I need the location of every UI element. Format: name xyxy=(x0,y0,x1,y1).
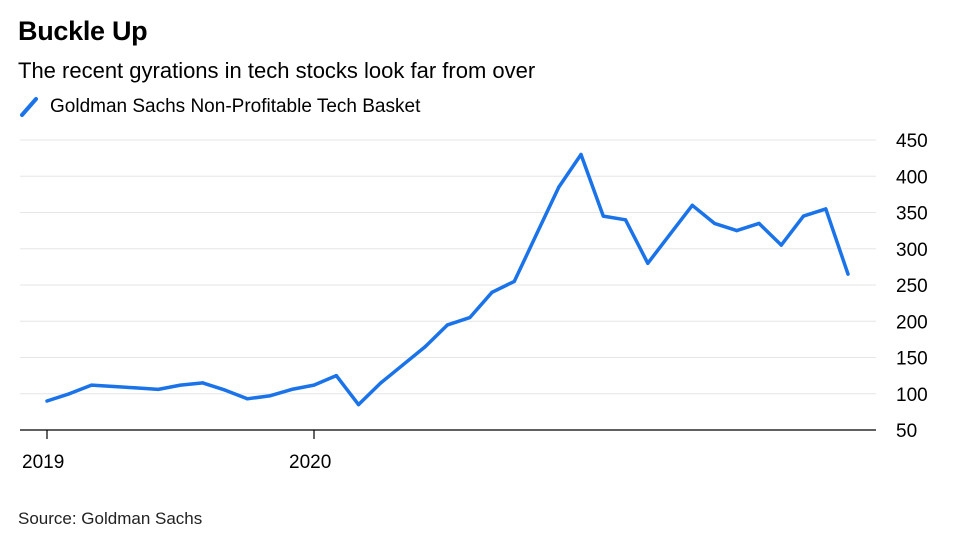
data-point xyxy=(356,403,361,407)
y-tick-label: 350 xyxy=(896,204,928,225)
data-point xyxy=(245,397,249,401)
y-tick-label: 150 xyxy=(896,349,928,370)
legend-swatch xyxy=(20,97,38,117)
data-point xyxy=(468,316,472,320)
series-line xyxy=(45,152,850,407)
data-point xyxy=(89,383,94,387)
y-tick-label: 250 xyxy=(896,276,928,297)
data-point xyxy=(601,214,605,218)
data-point xyxy=(846,272,850,276)
y-tick-label: 100 xyxy=(896,385,928,406)
data-point xyxy=(712,221,717,225)
data-point xyxy=(290,387,294,391)
data-point xyxy=(445,323,450,327)
data-point xyxy=(334,374,338,378)
data-point xyxy=(646,261,650,265)
data-point xyxy=(779,243,783,247)
chart-subtitle: The recent gyrations in tech stocks look… xyxy=(18,58,536,83)
y-tick-label: 400 xyxy=(896,167,928,188)
data-point xyxy=(512,279,516,283)
data-point xyxy=(690,203,694,207)
data-point xyxy=(156,387,160,391)
data-point xyxy=(824,207,828,211)
data-point xyxy=(112,384,116,389)
data-point xyxy=(45,399,49,403)
y-tick-label: 200 xyxy=(896,312,928,333)
data-point xyxy=(490,290,494,294)
gridlines xyxy=(20,139,876,395)
data-point xyxy=(534,232,539,236)
data-point xyxy=(557,185,561,189)
x-tick-label: 2019 xyxy=(22,452,64,473)
data-point xyxy=(623,218,628,222)
data-point xyxy=(579,152,583,157)
legend-label: Goldman Sachs Non-Profitable Tech Basket xyxy=(50,96,421,117)
data-point xyxy=(668,232,672,236)
x-axis: 2019 2020 xyxy=(20,429,876,473)
data-point xyxy=(134,386,138,390)
data-point xyxy=(735,229,739,233)
source-note: Source: Goldman Sachs xyxy=(18,509,203,528)
data-point xyxy=(379,381,383,385)
data-point xyxy=(423,345,427,349)
data-point xyxy=(178,383,183,387)
data-point xyxy=(201,381,205,385)
y-tick-label: 300 xyxy=(896,240,928,261)
data-point xyxy=(757,221,761,225)
legend: Goldman Sachs Non-Profitable Tech Basket xyxy=(18,96,420,118)
data-point xyxy=(801,214,806,218)
data-point xyxy=(267,394,272,398)
y-tick-label: 50 xyxy=(896,421,917,442)
y-tick-label: 450 xyxy=(896,131,928,152)
data-point xyxy=(401,363,405,367)
data-point xyxy=(67,392,71,396)
data-point xyxy=(312,383,316,387)
y-axis: 450 400 350 300 250 200 150 100 50 xyxy=(896,131,928,442)
data-point xyxy=(223,388,227,392)
chart-title: Buckle Up xyxy=(18,16,148,46)
x-tick-label: 2020 xyxy=(289,452,331,473)
series-layer xyxy=(45,152,850,407)
